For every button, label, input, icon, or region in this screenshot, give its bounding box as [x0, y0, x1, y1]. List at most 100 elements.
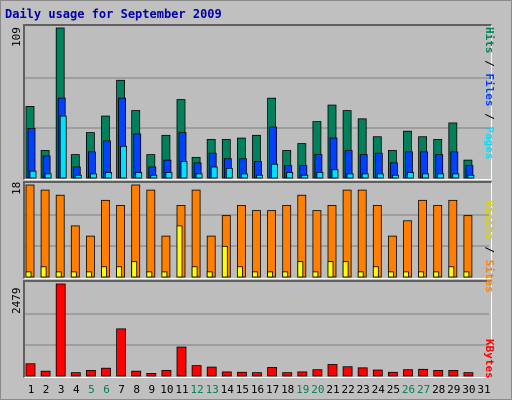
day-label: 9 [148, 383, 155, 396]
pages-bar [316, 172, 324, 179]
day-label: 25 [387, 383, 400, 396]
day-label: 16 [251, 383, 264, 396]
pages-bar [59, 115, 67, 179]
day-label: 15 [236, 383, 249, 396]
pages-bar [29, 170, 37, 179]
sites-bar [206, 235, 216, 278]
pages-bar [391, 174, 399, 179]
kbytes-bar [433, 370, 444, 377]
pages-bar [361, 173, 369, 179]
pages-bar [225, 167, 233, 179]
pages-bar [165, 172, 173, 179]
kbytes-bar [131, 370, 142, 377]
pages-bar [210, 166, 218, 179]
visits-bar [146, 271, 153, 278]
pages-bar [180, 161, 188, 179]
kbytes-bar [357, 367, 368, 377]
kbytes-bar [342, 366, 353, 377]
pages-bar [240, 173, 248, 179]
sites-bar [101, 199, 110, 278]
kbytes-bar [418, 368, 429, 377]
visits-bar [131, 261, 138, 278]
kbytes-bar [55, 283, 66, 377]
kbytes-bar [387, 371, 398, 377]
sites-bar [403, 220, 412, 278]
day-label: 23 [357, 383, 370, 396]
pages-bar [437, 173, 445, 179]
sites-bar [191, 189, 201, 278]
kbytes-panel [23, 280, 492, 378]
day-label: 21 [326, 383, 339, 396]
day-label: 13 [206, 383, 219, 396]
day-label: 11 [175, 383, 188, 396]
day-label: 18 [281, 383, 294, 396]
sites-bar [463, 215, 473, 278]
pages-bar [376, 173, 384, 179]
day-label: 3 [58, 383, 65, 396]
chart-title: Daily usage for September 2009 [5, 7, 222, 21]
sites-bar [252, 210, 261, 278]
visits-bar [25, 271, 32, 278]
day-label: 28 [432, 383, 445, 396]
kbytes-bar [267, 367, 278, 377]
sites-bar [282, 205, 292, 278]
sites-bar [161, 235, 171, 278]
day-label: 29 [447, 383, 460, 396]
day-label: 31 [477, 383, 490, 396]
kbytes-bar [70, 372, 81, 377]
visits-bar [116, 266, 122, 278]
pages-bar [407, 172, 414, 179]
visits-bar [70, 271, 77, 278]
sites-bar [267, 210, 277, 278]
visits-bar [55, 271, 62, 278]
sites-bar [418, 199, 428, 278]
kbytes-bar [101, 367, 111, 377]
day-label: 14 [221, 383, 235, 396]
sites-bar [25, 184, 35, 278]
pages-bar [195, 173, 203, 179]
visits-bar [86, 271, 92, 278]
pages-bar [90, 173, 97, 179]
pages-bar [452, 173, 460, 179]
day-label: 27 [417, 383, 430, 396]
visits-bar [267, 271, 274, 278]
sites-bar [40, 189, 50, 278]
kbytes-bar [146, 373, 157, 377]
day-label: 20 [311, 383, 324, 396]
sites-bar [55, 194, 65, 278]
sites-bar [236, 205, 246, 278]
pages-bar [44, 173, 52, 179]
day-label: 19 [296, 383, 309, 396]
visits-bar [357, 271, 364, 278]
day-label: 7 [118, 383, 125, 396]
day-label: 12 [190, 383, 203, 396]
visits-bar [433, 271, 440, 278]
kbytes-bar [252, 372, 262, 377]
pages-bar [422, 173, 430, 179]
kbytes-bar [312, 369, 323, 377]
visits-bar [327, 261, 334, 278]
kbytes-bar [176, 346, 187, 377]
visits-bar [252, 271, 258, 278]
visits-bar [40, 266, 47, 278]
pages-bar [135, 172, 143, 179]
day-label: 8 [133, 383, 140, 396]
day-label: 2 [43, 383, 50, 396]
day-label: 6 [103, 383, 110, 396]
kbytes-bar [86, 370, 96, 377]
kbytes-bar [327, 364, 338, 377]
sites-bar [448, 199, 458, 278]
visits-bar [191, 266, 198, 278]
kbytes-bar [282, 372, 293, 377]
kbytes-bar [236, 371, 247, 377]
day-label: 5 [88, 383, 95, 396]
kbytes-bar [372, 369, 383, 377]
visits-bar [463, 271, 470, 278]
kbytes-bar [206, 366, 217, 377]
sites-bar [312, 210, 322, 278]
sites-bar [86, 235, 95, 278]
visits-bar [221, 245, 228, 278]
day-label: 4 [73, 383, 80, 396]
